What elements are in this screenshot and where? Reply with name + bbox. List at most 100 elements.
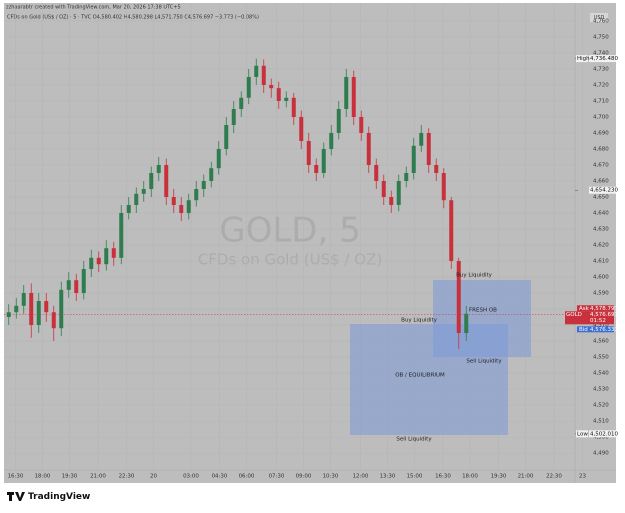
y-tick-label: 4,500 [593,435,609,441]
y-tick-label: 4,740 [593,50,609,56]
candle-body [81,269,86,294]
y-tick-label: 4,540 [593,371,609,377]
candle-body [6,312,11,318]
fresh-ob-zone [433,280,531,357]
candle-body [29,293,34,326]
y-tick-label: 4,650 [593,194,609,200]
candle-body [74,280,79,294]
candle-body [441,172,446,201]
candle-body [89,257,94,270]
x-tick-label: 21:00 [518,474,534,480]
price-label: Low [577,431,588,437]
candle-body [419,132,424,146]
candle-body [111,248,116,258]
candle-body [434,164,439,173]
price-label: 4,502.010 [590,431,618,437]
candle-body [449,200,454,262]
x-tick-label: 03:00 [183,474,199,480]
candle-body [21,293,26,306]
candle-body [216,148,221,169]
candle-body [104,248,109,265]
x-tick-label: 07:30 [269,474,285,480]
x-tick-label: 19:30 [491,474,507,480]
candle-body [239,97,244,109]
candle-body [224,124,229,149]
candle-body [51,312,56,329]
y-tick-label: 4,510 [593,419,609,425]
candle-body [329,132,334,149]
candle-body [209,168,214,181]
price-box [577,326,614,333]
logo [7,492,25,501]
y-tick-label: 4,670 [593,162,609,168]
currency: USD [594,15,605,21]
y-tick-label: 4,680 [593,146,609,152]
candle-body [194,188,199,201]
x-tick-label: 12:00 [353,474,369,480]
y-tick-label: 4,560 [593,339,609,345]
price-label: Ask [579,306,590,312]
candle-body [396,180,401,205]
candles [6,58,469,350]
candle-body [426,132,431,165]
candle-body [411,145,416,173]
candle-body [374,164,379,181]
candle-body [456,261,461,334]
y-tick-label: 4,700 [593,114,609,120]
candle-body [179,204,184,213]
brand: TradingView [28,492,90,502]
candle-body [119,212,124,258]
x-tick-label: 21:00 [90,474,106,480]
price-box [589,430,616,438]
price-label: 4,576.333 [590,327,618,333]
y-tick-label: 4,630 [593,226,609,232]
x-tick-label: 16:30 [8,474,24,480]
price-label: 4,736.480 [590,56,618,62]
price-label: GOLD [566,312,582,318]
watermark-title: GOLD, 5 [219,211,360,251]
symbol-line: CFDs on Gold (US$ / OZ) · 5 · TVC O4,580… [7,15,259,21]
x-tick-label: 10:30 [323,474,339,480]
annotation: Sell Liquidity [466,359,502,365]
candle-body [366,132,371,165]
credit: zzhaarabtr created with TradingView.com,… [6,5,181,11]
candle-body [261,65,266,85]
price-box [576,55,588,63]
price-label: 01:52 [590,318,606,324]
annotation: Buy Liquidity [401,318,438,324]
x-tick-label: 23 [579,474,586,480]
candle-body [156,164,161,173]
candle-body [381,180,386,197]
candle-body [171,196,176,205]
axes: 4,490 4,500 4,510 4,520 4,530 4,540 4,550 4,560… [4,18,618,480]
candle-body [96,257,101,265]
watermark-subtitle: CFDs on Gold (US$ / OZ) [198,251,382,269]
x-tick-label: 13:30 [380,474,396,480]
annotation: Buy Liquidity [456,273,493,279]
y-tick-label: 4,490 [593,451,609,457]
price-label: 4,578.797 [590,306,618,312]
candle-body [14,305,19,313]
y-tick-label: 4,720 [593,82,609,88]
candle-body [291,97,296,117]
price-label: High [577,56,590,62]
x-tick-label: 22:30 [546,474,562,480]
annotation: OB / EQUILIBRIUM [395,373,445,379]
candle-body [59,289,64,329]
y-tick-label: 4,610 [593,259,609,265]
price-box [577,305,614,312]
candle-body [299,116,304,141]
x-tick-label: 18:00 [35,474,51,480]
candle-body [44,301,49,313]
candle-body [464,313,469,334]
y-tick-label: 4,710 [593,98,609,104]
candle-body [164,164,169,197]
annotation: FRESH OB [469,308,497,314]
y-tick-label: 4,660 [593,178,609,184]
x-tick-label: 18:00 [462,474,478,480]
y-tick-label: 4,520 [593,403,609,409]
candle-body [389,196,394,205]
y-tick-label: 4,530 [593,387,609,393]
candle-body [344,76,349,109]
